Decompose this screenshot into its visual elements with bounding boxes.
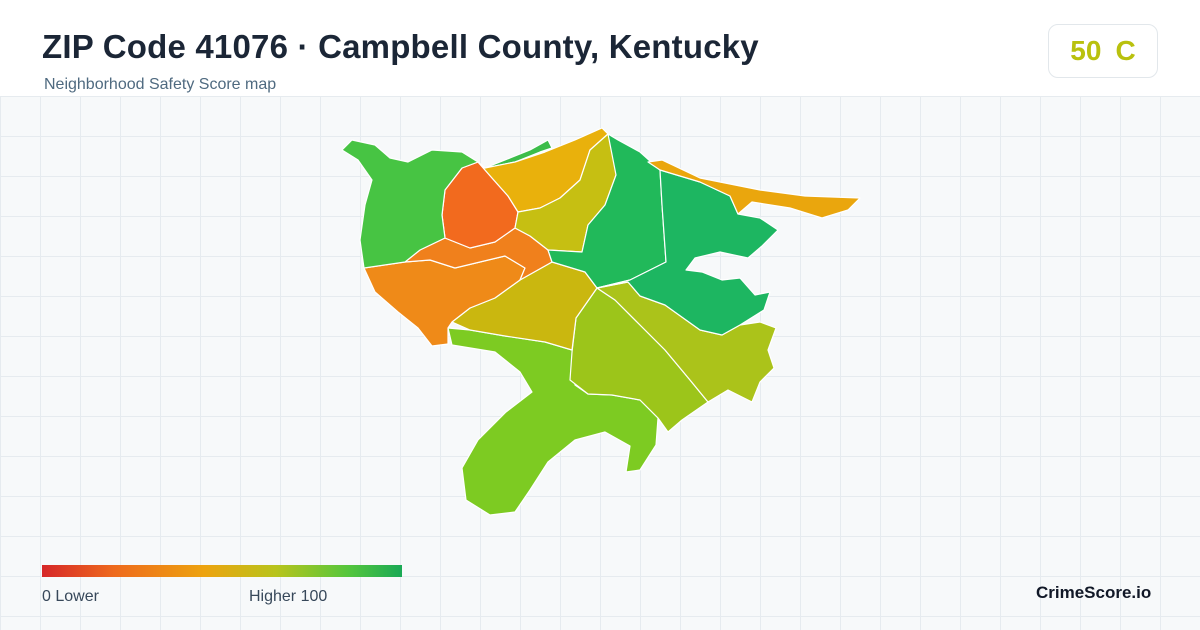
score-grade: C [1115, 35, 1136, 66]
legend-high-label: Higher 100 [249, 588, 328, 605]
legend-low-label: 0 Lower [42, 588, 99, 605]
zone-east-riverfront[interactable] [647, 159, 861, 219]
safety-score-card: 50 C [1048, 24, 1158, 78]
score-value: 50 [1070, 35, 1102, 66]
brand-logo-text[interactable]: CrimeScore.io [1036, 583, 1152, 602]
page-title: ZIP Code 41076 · Campbell County, Kentuc… [42, 28, 759, 65]
legend-color-scale [42, 565, 402, 577]
zone-northwest[interactable] [341, 139, 479, 269]
zone-northeast-green[interactable] [547, 133, 667, 289]
zone-east-green[interactable] [596, 169, 779, 336]
header [0, 0, 1200, 96]
page-subtitle: Neighborhood Safety Score map [44, 76, 277, 93]
